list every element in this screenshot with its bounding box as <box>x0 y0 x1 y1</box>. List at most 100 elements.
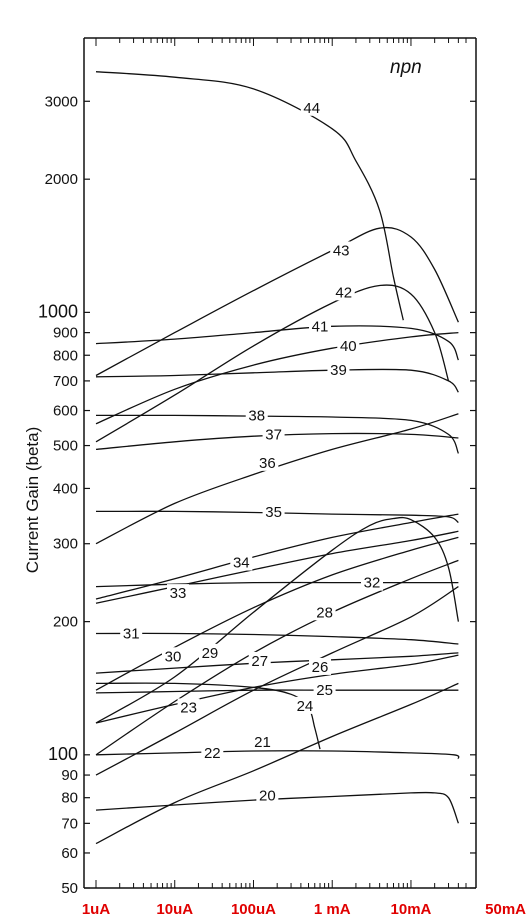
curve-label-42: 42 <box>335 284 352 301</box>
curve-34 <box>95 513 459 600</box>
curve-label-bg <box>332 283 355 301</box>
y-tick-label: 90 <box>61 767 78 784</box>
curve-label-32: 32 <box>364 575 381 592</box>
curve-label-23: 23 <box>180 699 197 716</box>
y-tick-label: 800 <box>53 347 78 364</box>
curve-label-33: 33 <box>170 585 187 602</box>
y-tick-label: 600 <box>53 403 78 420</box>
curve-27 <box>95 652 459 674</box>
curve-label-bg <box>309 657 332 675</box>
curve-label-bg <box>360 573 383 591</box>
curve-label-29: 29 <box>202 645 219 662</box>
curve-label-bg <box>256 453 279 471</box>
curve-label-bg <box>230 553 253 571</box>
curve-42 <box>95 284 450 443</box>
curve-28 <box>95 559 459 756</box>
curve-label-41: 41 <box>312 318 329 335</box>
curve-label-bg <box>251 732 274 750</box>
curve-label-37: 37 <box>265 426 282 443</box>
x-tick-label: 10mA <box>391 901 432 918</box>
curve-25 <box>95 689 459 694</box>
curve-label-44: 44 <box>303 100 320 117</box>
curve-label-bg <box>198 643 221 661</box>
x-axis-ticks: 1uA 10uA 100uA 1 mA 10mA 50mA <box>82 901 526 918</box>
curve-label-bg <box>201 743 224 761</box>
curve-label-25: 25 <box>316 682 333 699</box>
curve-label-bg <box>300 98 323 116</box>
curve-label-bg <box>161 647 184 665</box>
curve-label-bg <box>337 336 360 354</box>
y-tick-label: 300 <box>53 536 78 553</box>
curve-label-26: 26 <box>312 659 329 676</box>
x-tick-label: 10uA <box>156 901 193 918</box>
y-tick-label: 100 <box>48 744 78 764</box>
curve-label-28: 28 <box>316 604 333 621</box>
curve-label-31: 31 <box>123 626 140 643</box>
curve-label-20: 20 <box>259 787 276 804</box>
y-tick-label: 2000 <box>45 171 78 188</box>
curve-23 <box>95 586 459 776</box>
curve-33 <box>95 530 459 604</box>
curve-label-27: 27 <box>251 653 268 670</box>
curve-label-bg <box>327 361 350 379</box>
curve-label-38: 38 <box>248 408 265 425</box>
curve-label-bg <box>248 651 271 669</box>
curve-44 <box>95 71 404 321</box>
plot-frame <box>83 37 477 889</box>
curve-label-35: 35 <box>265 504 282 521</box>
curve-label-24: 24 <box>297 698 314 715</box>
y-tick-label: 200 <box>53 614 78 631</box>
curve-label-bg <box>293 696 316 714</box>
curve-label-bg <box>313 681 336 699</box>
curve-label-39: 39 <box>330 362 347 379</box>
curve-label-bg <box>177 698 200 716</box>
curve-label-21: 21 <box>254 734 271 751</box>
curve-24 <box>95 682 321 750</box>
curve-22 <box>95 750 460 760</box>
curve-41 <box>95 325 459 361</box>
curve-label-bg <box>120 624 143 642</box>
x-tick-label: 50mA <box>485 901 526 918</box>
curve-26 <box>95 654 459 724</box>
curve-label-bg <box>330 241 353 259</box>
curve-label-bg <box>313 603 336 621</box>
y-tick-label: 700 <box>53 373 78 390</box>
curve-21 <box>95 682 459 845</box>
curve-label-34: 34 <box>233 555 250 572</box>
curve-31 <box>95 632 459 645</box>
curve-38 <box>95 414 460 454</box>
curve-label-bg <box>256 786 279 804</box>
curve-43 <box>95 226 459 377</box>
annotation-npn: npn <box>390 57 422 78</box>
curve-30 <box>95 536 459 691</box>
curve-label-bg <box>262 425 285 443</box>
y-axis-ticks: 50 60 70 80 90 100 200 300 400 500 600 700 800 900 100… <box>38 93 476 897</box>
curve-label-bg <box>262 502 285 520</box>
curve-37 <box>95 432 459 451</box>
y-tick-label: 50 <box>61 880 78 897</box>
curve-label-bg <box>166 584 189 602</box>
curve-label-bg <box>245 406 268 424</box>
x-tick-label: 1 mA <box>314 901 351 918</box>
curve-label-36: 36 <box>259 455 276 472</box>
curve-32 <box>95 581 459 588</box>
y-tick-label: 500 <box>53 438 78 455</box>
y-tick-label: 3000 <box>45 93 78 110</box>
x-tick-label: 100uA <box>231 901 276 918</box>
curve-29 <box>95 516 460 724</box>
curve-label-30: 30 <box>165 648 182 665</box>
curve-label-40: 40 <box>340 338 357 355</box>
curve-36 <box>95 413 459 545</box>
curve-label-22: 22 <box>204 745 221 762</box>
x-tick-label: 1uA <box>82 901 111 918</box>
y-tick-label: 80 <box>61 790 78 807</box>
y-tick-label: 1000 <box>38 301 78 321</box>
curve-39 <box>95 368 459 393</box>
curve-40 <box>95 331 459 425</box>
y-tick-label: 900 <box>53 325 78 342</box>
curve-35 <box>95 510 459 524</box>
y-tick-label: 400 <box>53 480 78 497</box>
y-tick-label: 60 <box>61 845 78 862</box>
